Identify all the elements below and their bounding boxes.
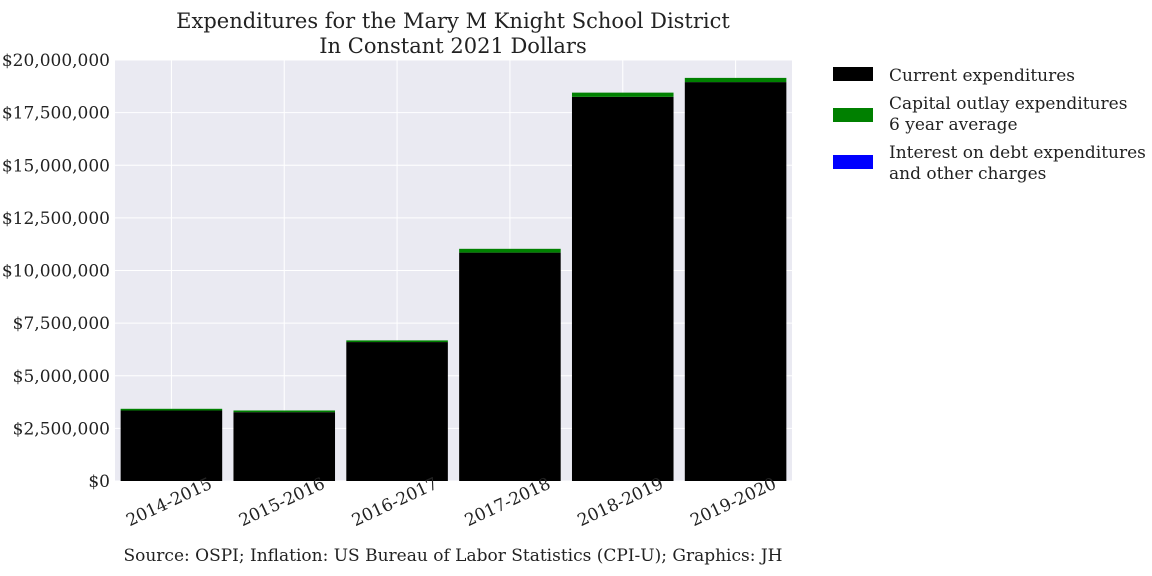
chart-title-line-1: Expenditures for the Mary M Knight Schoo… — [176, 9, 730, 33]
x-tick-label: 2018-2019 — [575, 474, 667, 531]
y-tick-label: $20,000,000 — [2, 51, 110, 71]
legend-label-2: Interest on debt expenditures — [889, 143, 1146, 163]
bar-2018-2019-series-0 — [571, 96, 674, 482]
y-tick-label: $12,500,000 — [2, 209, 110, 229]
bar-2014-2015-series-1 — [120, 408, 223, 411]
x-tick-label: 2016-2017 — [349, 474, 441, 531]
chart-title-line-2: In Constant 2021 Dollars — [319, 34, 586, 58]
legend-swatch-2 — [833, 155, 873, 169]
y-tick-label: $7,500,000 — [13, 314, 110, 334]
y-tick-label: $0 — [88, 472, 110, 492]
source-caption: Source: OSPI; Inflation: US Bureau of La… — [123, 546, 782, 566]
y-tick-label: $17,500,000 — [2, 104, 110, 124]
x-tick-label: 2017-2018 — [462, 474, 554, 531]
bar-2019-2020-series-0 — [684, 82, 787, 481]
bar-2016-2017-series-0 — [346, 342, 448, 481]
bar-2015-2016-series-0 — [233, 412, 336, 481]
bar-2019-2020-series-1 — [684, 77, 787, 83]
bar-2018-2019-series-1 — [571, 92, 674, 97]
x-tick-label: 2015-2016 — [236, 474, 328, 531]
y-tick-label: $5,000,000 — [13, 367, 110, 387]
legend-label-1: Capital outlay expenditures — [889, 94, 1127, 114]
y-tick-label: $10,000,000 — [2, 262, 110, 282]
bar-2017-2018-series-0 — [459, 252, 561, 481]
y-tick-label: $2,500,000 — [13, 419, 110, 439]
legend-label-2: and other charges — [889, 164, 1046, 184]
legend-swatch-1 — [833, 108, 873, 122]
bar-2017-2018-series-1 — [459, 248, 561, 253]
legend: Current expenditures Capital outlay expen… — [833, 66, 1146, 184]
legend-label-1: 6 year average — [889, 115, 1018, 135]
x-tick-label: 2014-2015 — [123, 474, 215, 531]
bar-2014-2015-series-0 — [120, 410, 223, 481]
bar-group — [120, 77, 787, 482]
bar-2015-2016-series-1 — [233, 410, 336, 413]
legend-label-0: Current expenditures — [889, 66, 1075, 86]
y-axis-ticks: $0 $2,500,000 $5,000,000 $7,500,000 $10,000,… — [2, 51, 110, 492]
x-axis-ticks: 2014-2015 2015-2016 2016-2017 2017-2018 2018… — [123, 474, 779, 531]
bar-2016-2017-series-1 — [346, 340, 448, 343]
y-tick-label: $15,000,000 — [2, 156, 110, 176]
x-tick-label: 2019-2020 — [687, 474, 779, 531]
legend-swatch-0 — [833, 67, 873, 81]
